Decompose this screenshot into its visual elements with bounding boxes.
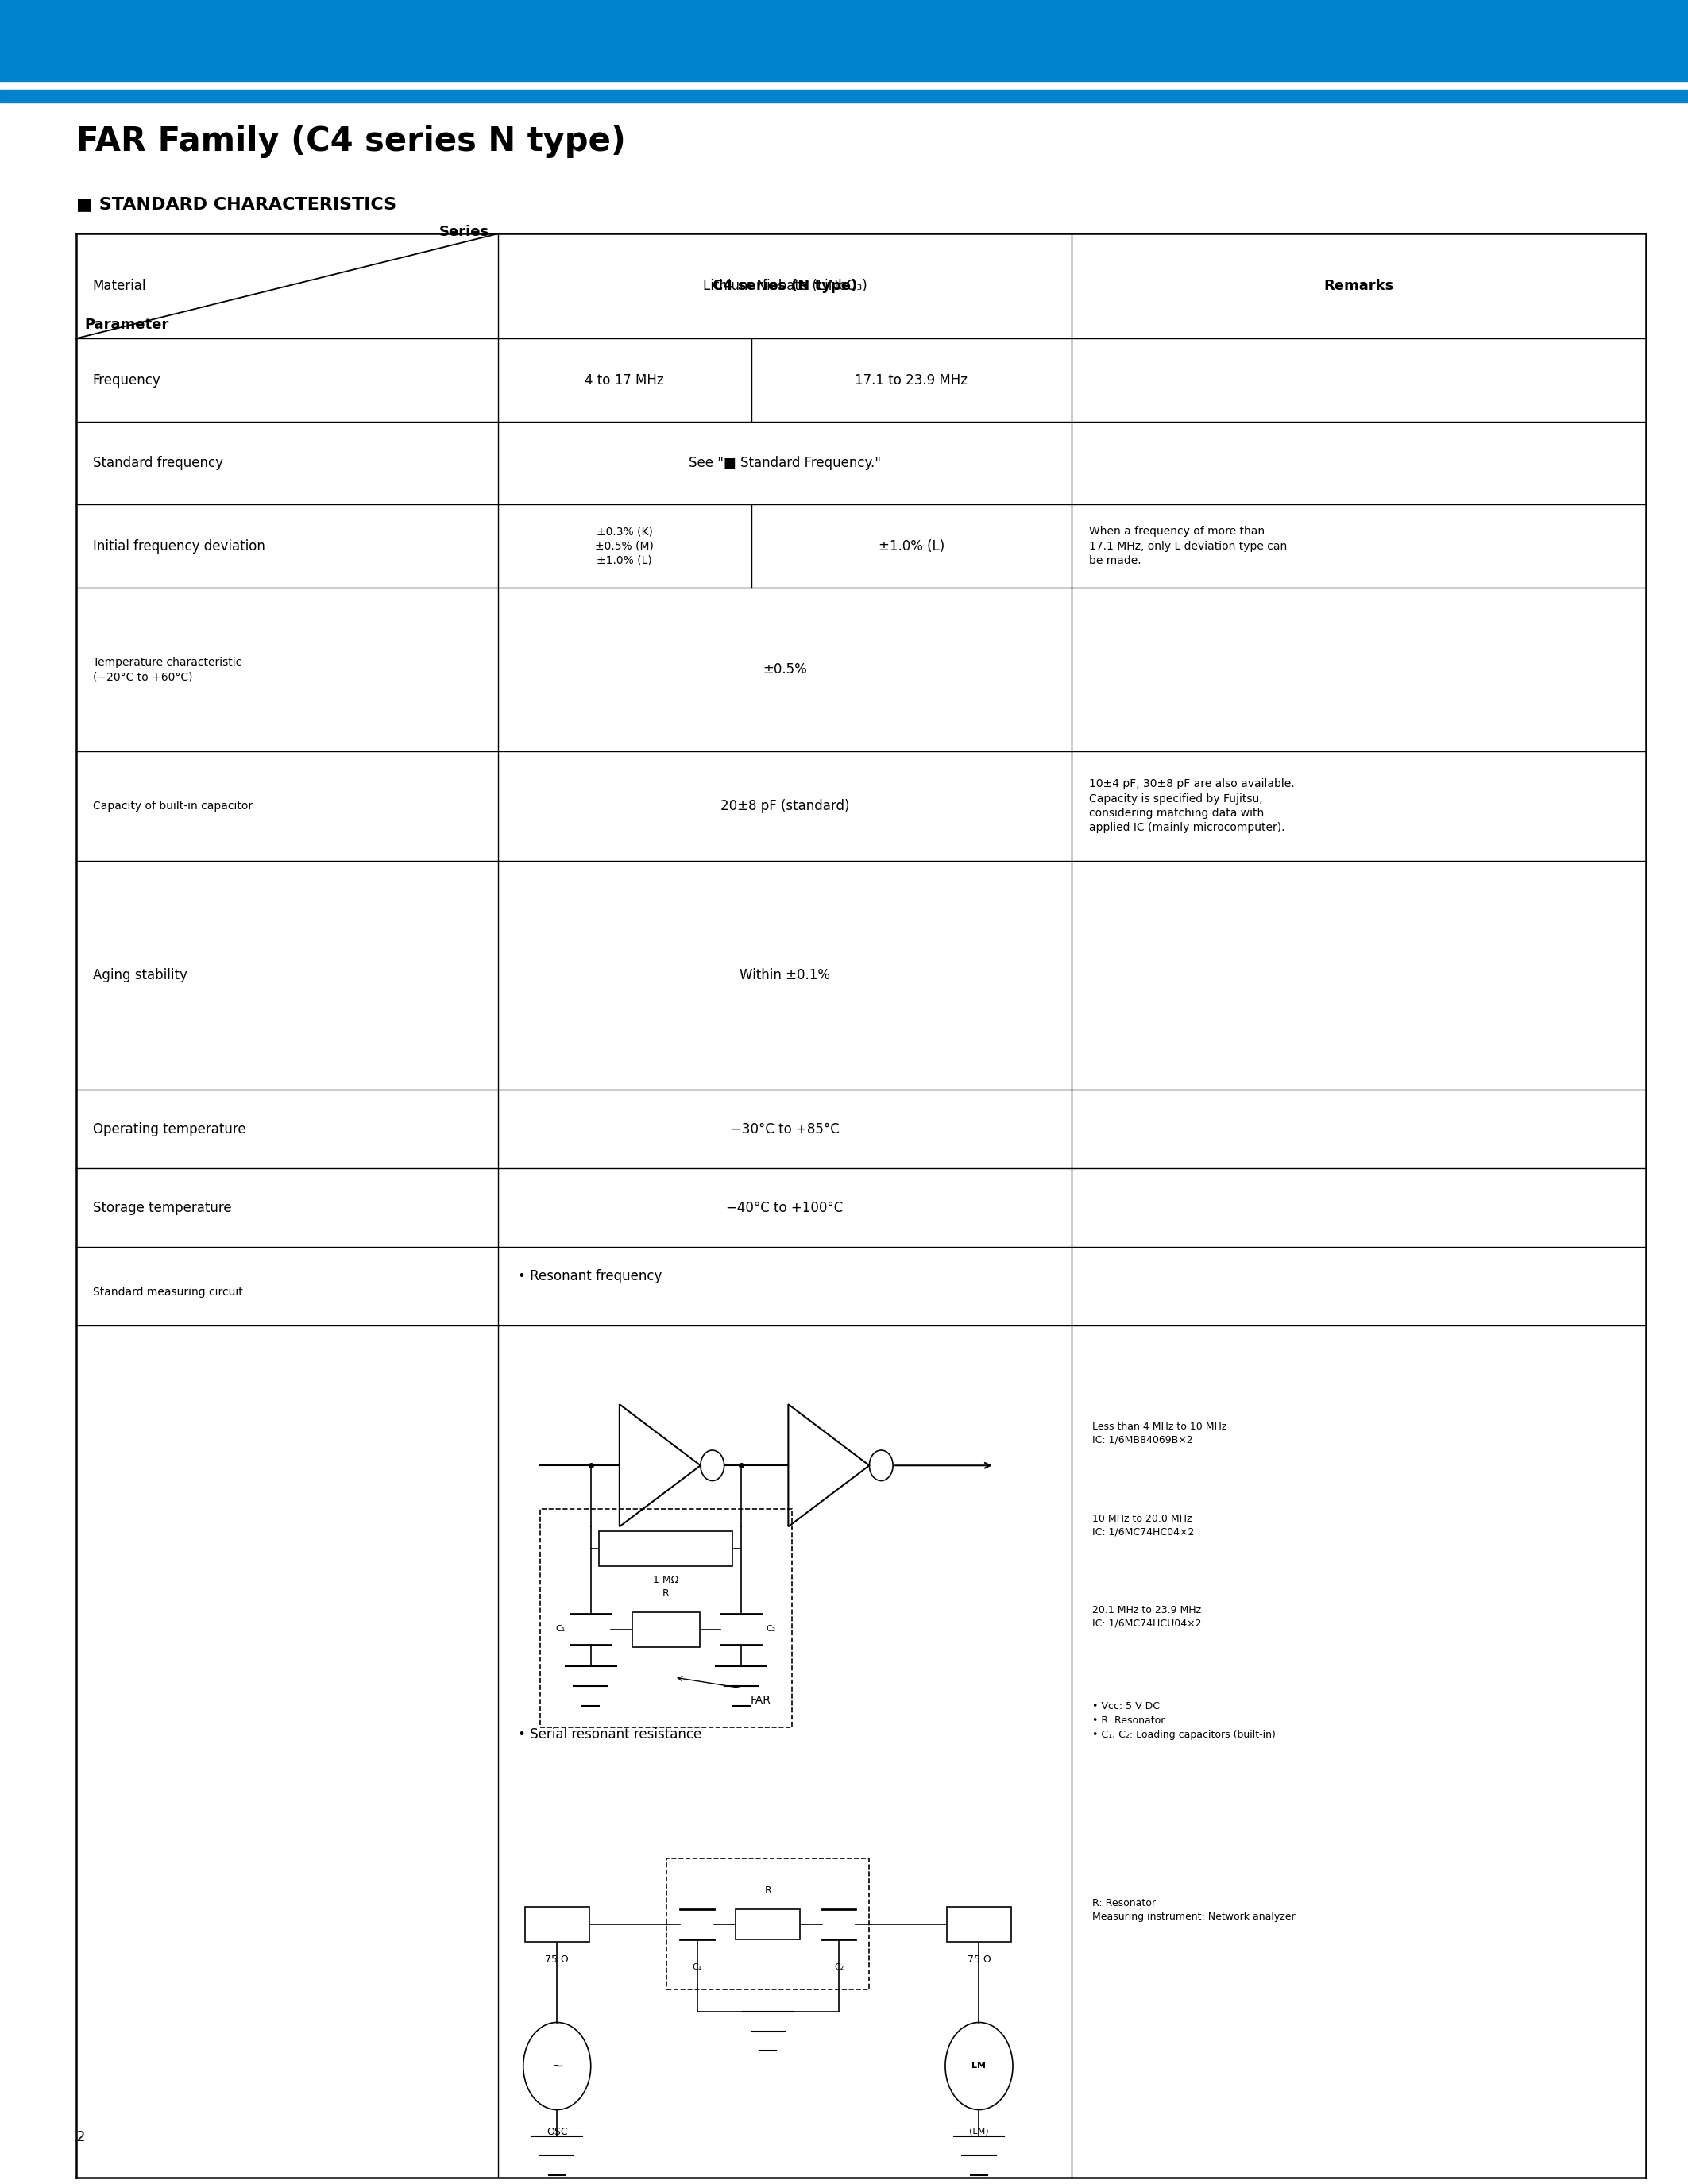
Text: Standard measuring circuit: Standard measuring circuit bbox=[93, 1286, 243, 1297]
Text: Capacity of built-in capacitor: Capacity of built-in capacitor bbox=[93, 799, 253, 812]
Text: C₂: C₂ bbox=[766, 1625, 776, 1634]
Text: Standard frequency: Standard frequency bbox=[93, 456, 223, 470]
Text: Temperature characteristic
(−20°C to +60°C): Temperature characteristic (−20°C to +60… bbox=[93, 657, 241, 681]
Text: Series: Series bbox=[439, 225, 490, 240]
Text: −30°C to +85°C: −30°C to +85°C bbox=[731, 1123, 839, 1136]
Text: • Resonant frequency: • Resonant frequency bbox=[518, 1269, 662, 1284]
Text: 10 MHz to 20.0 MHz
IC: 1/6MC74HC04×2: 10 MHz to 20.0 MHz IC: 1/6MC74HC04×2 bbox=[1092, 1514, 1193, 1538]
Text: C₂: C₂ bbox=[834, 1963, 844, 1972]
Text: ±1.0% (L): ±1.0% (L) bbox=[878, 539, 945, 553]
Text: When a frequency of more than
17.1 MHz, only L deviation type can
be made.: When a frequency of more than 17.1 MHz, … bbox=[1089, 526, 1286, 566]
Text: Storage temperature: Storage temperature bbox=[93, 1201, 231, 1214]
Text: Within ±0.1%: Within ±0.1% bbox=[739, 968, 830, 983]
Text: FAR Family (C4 series N type): FAR Family (C4 series N type) bbox=[76, 124, 626, 157]
Text: Parameter: Parameter bbox=[84, 317, 169, 332]
Bar bbox=[736, 1909, 800, 1939]
Bar bbox=[525, 1907, 589, 1942]
Text: Lithium Niobate (LiNbO₃): Lithium Niobate (LiNbO₃) bbox=[702, 280, 868, 293]
Bar bbox=[631, 1612, 699, 1647]
Text: • Vcc: 5 V DC
• R: Resonator
• C₁, C₂: Loading capacitors (built-in): • Vcc: 5 V DC • R: Resonator • C₁, C₂: L… bbox=[1092, 1701, 1276, 1741]
Text: • Serial resonant resistance: • Serial resonant resistance bbox=[518, 1728, 702, 1743]
Text: 20±8 pF (standard): 20±8 pF (standard) bbox=[721, 799, 849, 812]
Text: ±0.5%: ±0.5% bbox=[763, 662, 807, 677]
Text: 75 Ω: 75 Ω bbox=[545, 1955, 569, 1966]
Bar bbox=[0, 0, 1688, 81]
Text: Initial frequency deviation: Initial frequency deviation bbox=[93, 539, 265, 553]
Bar bbox=[0, 90, 1688, 103]
Text: Aging stability: Aging stability bbox=[93, 968, 187, 983]
Text: −40°C to +100°C: −40°C to +100°C bbox=[726, 1201, 844, 1214]
Text: LM: LM bbox=[972, 2062, 986, 2070]
Text: 75 Ω: 75 Ω bbox=[967, 1955, 991, 1966]
Text: 4 to 17 MHz: 4 to 17 MHz bbox=[586, 373, 663, 387]
Text: Remarks: Remarks bbox=[1323, 280, 1394, 293]
Text: R: R bbox=[765, 1885, 771, 1896]
Text: Material: Material bbox=[93, 280, 147, 293]
Text: FAR: FAR bbox=[749, 1695, 771, 1706]
Bar bbox=[947, 1907, 1011, 1942]
Text: ±0.3% (K)
±0.5% (M)
±1.0% (L): ±0.3% (K) ±0.5% (M) ±1.0% (L) bbox=[596, 526, 653, 566]
Bar bbox=[599, 1531, 733, 1566]
Text: 20.1 MHz to 23.9 MHz
IC: 1/6MC74HCU04×2: 20.1 MHz to 23.9 MHz IC: 1/6MC74HCU04×2 bbox=[1092, 1605, 1202, 1629]
Text: See "■ Standard Frequency.": See "■ Standard Frequency." bbox=[689, 456, 881, 470]
Text: ~: ~ bbox=[550, 2060, 564, 2073]
Text: R: R bbox=[662, 1588, 670, 1599]
Text: 1 MΩ: 1 MΩ bbox=[653, 1575, 679, 1586]
Text: OSC: OSC bbox=[547, 2127, 567, 2138]
Text: Less than 4 MHz to 10 MHz
IC: 1/6MB84069B×2: Less than 4 MHz to 10 MHz IC: 1/6MB84069… bbox=[1092, 1422, 1227, 1446]
Text: C4 series (N type): C4 series (N type) bbox=[712, 280, 858, 293]
Bar bbox=[667, 1859, 869, 1990]
Text: 2: 2 bbox=[76, 2129, 84, 2145]
Text: C₁: C₁ bbox=[555, 1625, 565, 1634]
Bar bbox=[540, 1509, 792, 1728]
Text: ■ STANDARD CHARACTERISTICS: ■ STANDARD CHARACTERISTICS bbox=[76, 197, 397, 212]
Text: Frequency: Frequency bbox=[93, 373, 160, 387]
Text: C₁: C₁ bbox=[692, 1963, 702, 1972]
Text: R: Resonator
Measuring instrument: Network analyzer: R: Resonator Measuring instrument: Netwo… bbox=[1092, 1898, 1295, 1922]
Text: (LM): (LM) bbox=[969, 2127, 989, 2136]
Text: 17.1 to 23.9 MHz: 17.1 to 23.9 MHz bbox=[856, 373, 967, 387]
Text: Operating temperature: Operating temperature bbox=[93, 1123, 246, 1136]
Text: 10±4 pF, 30±8 pF are also available.
Capacity is specified by Fujitsu,
consideri: 10±4 pF, 30±8 pF are also available. Cap… bbox=[1089, 778, 1295, 834]
